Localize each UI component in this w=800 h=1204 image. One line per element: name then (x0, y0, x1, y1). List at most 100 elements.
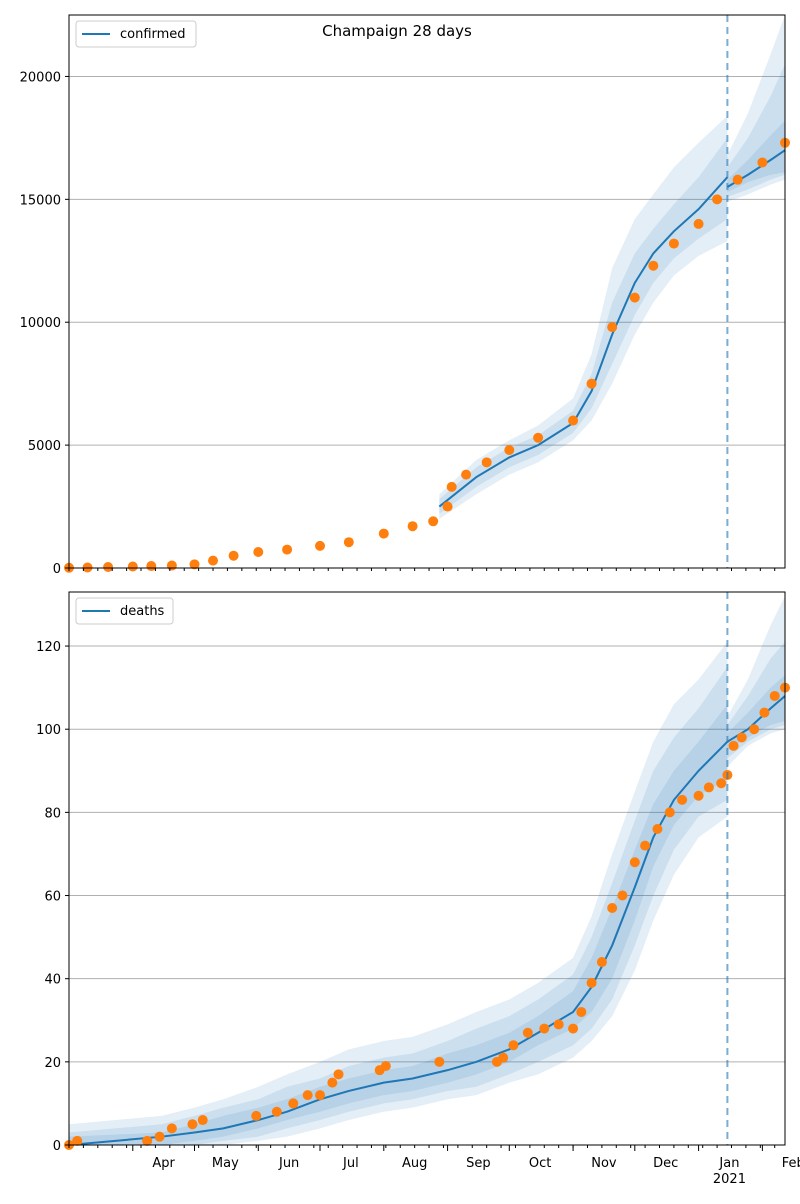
confirmed-uncertainty-band (727, 120, 785, 192)
confirmed-observed-point (315, 540, 326, 551)
confirmed-observed-point (228, 550, 239, 561)
deaths-observed-point (498, 1052, 509, 1063)
deaths-xtick-label: Feb (782, 1156, 800, 1171)
deaths-observed-point (607, 903, 618, 913)
confirmed-observed-point (407, 521, 418, 532)
deaths-observed-point (759, 707, 770, 718)
deaths-uncertainty-band (727, 641, 785, 759)
confirmed-ytick-label: 15000 (20, 193, 61, 208)
confirmed-ytick-label: 20000 (20, 70, 61, 85)
confirmed-ytick-label: 5000 (28, 439, 61, 454)
deaths-observed-point (640, 840, 651, 851)
deaths-observed-point (251, 1110, 262, 1121)
confirmed-observed-point (568, 415, 579, 426)
deaths-xtick-label: Apr (152, 1156, 175, 1171)
deaths-observed-point (302, 1090, 313, 1101)
deaths-legend[interactable]: deaths (75, 597, 174, 625)
deaths-observed-point (522, 1027, 533, 1038)
deaths-observed-point (629, 857, 640, 868)
deaths-ytick-label: 120 (36, 640, 61, 655)
confirmed-observed-point (378, 528, 389, 539)
deaths-observed-point (617, 890, 628, 901)
deaths-observed-point (703, 782, 714, 793)
deaths-xtick-label: Aug (402, 1156, 427, 1171)
deaths-uncertainty-band (727, 596, 785, 767)
deaths-observed-point (142, 1135, 153, 1146)
deaths-observed-point (576, 1006, 587, 1017)
confirmed-observed-point (428, 516, 439, 527)
deaths-legend-box (75, 597, 174, 625)
deaths-xtick-label: Dec (653, 1156, 678, 1171)
deaths-legend-label: deaths (120, 604, 165, 619)
deaths-observed-point (154, 1131, 165, 1142)
confirmed-observed-point (481, 457, 492, 468)
deaths-observed-point (568, 1023, 579, 1034)
deaths-observed-point (271, 1106, 282, 1117)
deaths-xtick-label: May (212, 1156, 239, 1171)
deaths-ytick-label: 100 (36, 723, 61, 738)
deaths-observed-point (166, 1123, 177, 1134)
deaths-x-ticks: Apr May Jun Jul Aug Sep Oct Nov Dec Jan Feb 2021 (68, 1145, 800, 1187)
deaths-observed-point (769, 690, 780, 701)
confirmed-observed-point (607, 322, 618, 333)
deaths-observed-point (652, 824, 663, 834)
deaths-y-ticks: 0 20 40 60 80 100 120 (36, 640, 69, 1154)
confirmed-observed-point (282, 544, 293, 555)
confirmed-observed-point (668, 238, 679, 249)
deaths-points (64, 682, 790, 1150)
deaths-observed-point (716, 778, 727, 789)
confirmed-observed-point (446, 481, 457, 492)
confirmed-observed-point (461, 469, 472, 480)
confirmed-observed-point (648, 260, 659, 271)
deaths-observed-point (749, 724, 760, 735)
deaths-observed-point (553, 1019, 564, 1030)
confirmed-observed-point (189, 559, 200, 570)
deaths-xtick-label: Nov (591, 1156, 617, 1171)
deaths-observed-point (539, 1023, 550, 1034)
confirmed-uncertainty-band (727, 15, 785, 202)
deaths-xtick-label: Sep (466, 1156, 491, 1171)
chart-title: Champaign 28 days (322, 22, 472, 40)
confirmed-uncertainty-band (439, 115, 728, 519)
confirmed-observed-point (693, 218, 704, 229)
confirmed-observed-point (442, 501, 453, 512)
deaths-ytick-label: 80 (44, 806, 61, 821)
confirmed-legend-box (75, 20, 197, 48)
confirmed-observed-point (629, 292, 640, 303)
deaths-ytick-label: 20 (44, 1056, 61, 1071)
confirmed-observed-point (712, 194, 723, 205)
deaths-observed-point (434, 1056, 445, 1067)
deaths-observed-point (333, 1069, 344, 1080)
deaths-observed-point (288, 1098, 299, 1109)
confirmed-model-median-line (438, 176, 729, 508)
deaths-observed-point (327, 1077, 338, 1088)
deaths-model-median-line (68, 740, 729, 1146)
deaths-xtick-label: Jun (278, 1156, 299, 1171)
confirmed-observed-point (533, 432, 544, 443)
deaths-xtick-label: Jul (342, 1156, 359, 1171)
confirmed-ytick-label: 10000 (20, 316, 61, 331)
deaths-observed-point (677, 794, 688, 805)
confirmed-uncertainty-band (727, 64, 785, 197)
deaths-axes-frame (68, 591, 786, 1146)
deaths-xtick-label: Jan (718, 1156, 739, 1171)
deaths-observed-point (72, 1135, 83, 1146)
deaths-observed-point (736, 732, 747, 743)
deaths-observed-point (508, 1040, 519, 1051)
confirmed-y-ticks: 0 5000 10000 15000 20000 (20, 70, 69, 577)
deaths-observed-point (315, 1090, 326, 1101)
confirmed-legend-label: confirmed (120, 27, 186, 42)
confirmed-uncertainty-band (439, 137, 728, 514)
confirmed-observed-point (757, 157, 768, 168)
confirmed-axes-frame (68, 14, 786, 569)
confirmed-panel: 0 5000 10000 15000 20000 Champaign 28 days c… (20, 14, 790, 577)
deaths-observed-point (197, 1115, 208, 1126)
confirmed-bands (439, 15, 785, 519)
confirmed-observed-point (343, 537, 354, 548)
deaths-xtick-year-label: 2021 (713, 1172, 746, 1187)
confirmed-ytick-label: 0 (53, 562, 61, 577)
confirmed-legend[interactable]: confirmed (75, 20, 197, 48)
deaths-observed-point (596, 957, 607, 968)
confirmed-x-ticks (68, 568, 776, 571)
